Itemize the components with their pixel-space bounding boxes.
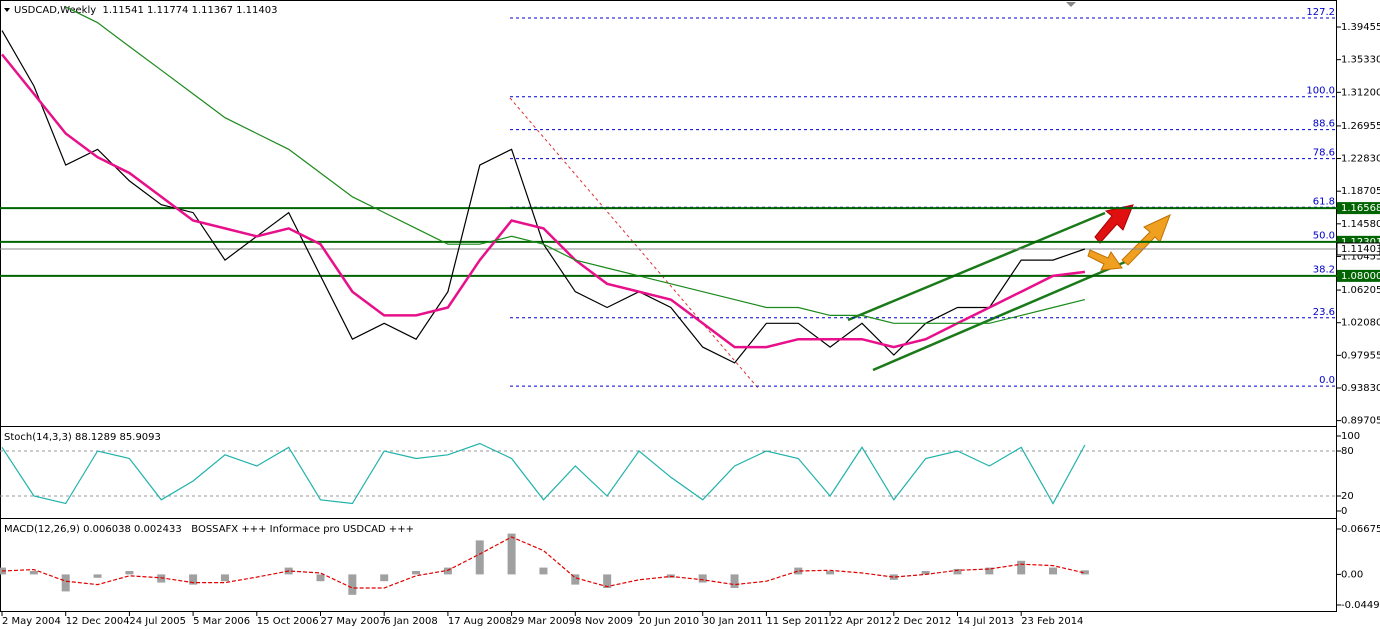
- y-tick-label: 0.066758: [1341, 524, 1380, 535]
- y-tick-label: 1.35330: [1341, 55, 1380, 66]
- x-tick-label: 6 Jan 2008: [384, 616, 438, 627]
- macd-bar: [380, 574, 389, 582]
- macd-bar: [826, 570, 835, 575]
- level-label: 1.08000: [1341, 271, 1380, 282]
- fib-label: 127.2: [1306, 7, 1335, 18]
- macd-bar: [1080, 570, 1089, 575]
- level-label: 1.16568: [1341, 203, 1380, 214]
- y-tick-label: 1.22830: [1341, 154, 1380, 165]
- menu-icon: [1066, 2, 1076, 7]
- macd-bar: [412, 570, 421, 575]
- y-tick-label: -0.044999: [1341, 600, 1380, 611]
- fib-label: 78.6: [1313, 148, 1335, 159]
- macd-bar: [29, 570, 38, 575]
- fib-label: 50.0: [1313, 230, 1335, 241]
- macd-bar: [794, 567, 803, 575]
- fib-label: 61.8: [1313, 196, 1335, 207]
- y-tick-label: 0.93830: [1341, 383, 1380, 394]
- series-line: [65, 6, 1086, 324]
- macd-bar: [953, 568, 962, 575]
- y-tick-label: 1.39455: [1341, 22, 1380, 33]
- fib-label: 100.0: [1306, 86, 1335, 97]
- fib-label: 38.2: [1313, 265, 1335, 276]
- y-tick-label: 0: [1341, 506, 1347, 517]
- trend-line: [847, 211, 1106, 322]
- y-tick-label: 0.89705: [1341, 416, 1380, 427]
- level-label: 1.12301: [1341, 237, 1380, 248]
- fib-label: 88.6: [1313, 119, 1335, 130]
- x-tick-label: 12 Dec 2004: [66, 616, 130, 627]
- macd-title: MACD(12,26,9) 0.006038 0.002433 BOSSAFX …: [4, 524, 414, 535]
- x-tick-label: 29 Mar 2009: [512, 616, 575, 627]
- macd-bar: [539, 567, 548, 575]
- macd-bar: [921, 570, 930, 575]
- y-tick-label: 0.97955: [1341, 350, 1380, 361]
- macd-bar: [1017, 560, 1026, 575]
- series-line: [1, 442, 1086, 505]
- x-tick-label: 8 Nov 2009: [575, 616, 633, 627]
- y-tick-label: 80: [1341, 446, 1354, 457]
- x-tick-label: 23 Feb 2014: [1021, 616, 1083, 627]
- macd-bar: [475, 540, 484, 575]
- macd-bar: [571, 574, 580, 585]
- macd-bar: [889, 574, 898, 580]
- x-tick-label: 20 Jun 2010: [639, 616, 699, 627]
- macd-bar: [157, 574, 166, 583]
- macd-bar: [698, 574, 707, 583]
- macd-bar: [220, 574, 229, 582]
- macd-bar: [443, 567, 452, 575]
- arrows: [1087, 204, 1171, 271]
- y-tick-label: 1.18705: [1341, 186, 1380, 197]
- x-tick-label: 24 Jul 2005: [129, 616, 186, 627]
- trend-line: [872, 260, 1126, 372]
- x-tick-label: 27 May 2007: [321, 616, 386, 627]
- macd-bar: [93, 574, 102, 578]
- y-tick-label: 1.14580: [1341, 219, 1380, 230]
- macd-bar: [61, 574, 70, 592]
- macd-bar: [189, 574, 198, 585]
- orange-arrow: [1121, 214, 1171, 266]
- macd-bar: [125, 570, 134, 575]
- collapse-icon: [4, 8, 10, 12]
- y-tick-label: 1.10455: [1341, 251, 1380, 262]
- level-box: [1337, 202, 1380, 215]
- price-label: 1.11403: [1341, 244, 1380, 255]
- y-tick-label: 0.00: [1341, 569, 1363, 580]
- macd-bar: [985, 567, 994, 575]
- fib-label: 23.6: [1313, 307, 1335, 318]
- x-tick-label: 22 Apr 2012: [830, 616, 892, 627]
- x-tick-label: 5 Mar 2006: [193, 616, 250, 627]
- y-tick-label: 1.06205: [1341, 285, 1380, 296]
- macd-bar: [316, 574, 325, 582]
- y-tick-label: 20: [1341, 491, 1354, 502]
- y-tick-label: 1.02080: [1341, 318, 1380, 329]
- x-tick-label: 30 Jan 2011: [703, 616, 763, 627]
- series-line: [1, 53, 1086, 349]
- y-tick-label: 100: [1341, 431, 1360, 442]
- macd-bar: [348, 574, 357, 595]
- price-box: [1336, 242, 1380, 256]
- macd-bar: [507, 533, 516, 575]
- macd-bar: [603, 574, 612, 588]
- macd-bar: [730, 574, 739, 588]
- x-tick-label: 15 Oct 2006: [257, 616, 319, 627]
- x-tick-label: 2 May 2004: [2, 616, 61, 627]
- level-box: [1337, 269, 1380, 282]
- series-line: [1, 536, 1086, 589]
- orange-arrow: [1087, 249, 1123, 271]
- x-tick-label: 14 Jul 2013: [958, 616, 1015, 627]
- x-tick-label: 2 Dec 2012: [894, 616, 952, 627]
- y-tick-label: 1.31200: [1341, 87, 1380, 98]
- main-title: USDCAD,Weekly 1.11541 1.11774 1.11367 1.…: [14, 5, 277, 16]
- y-tick-label: 1.26955: [1341, 121, 1380, 132]
- red-arrow: [1094, 204, 1134, 244]
- x-tick-label: 11 Sep 2011: [766, 616, 829, 627]
- x-tick-label: 17 Aug 2008: [448, 616, 512, 627]
- fib-label: 0.0: [1319, 375, 1335, 386]
- macd-bar: [1049, 567, 1058, 575]
- stoch-title: Stoch(14,3,3) 88.1289 85.9093: [4, 432, 161, 443]
